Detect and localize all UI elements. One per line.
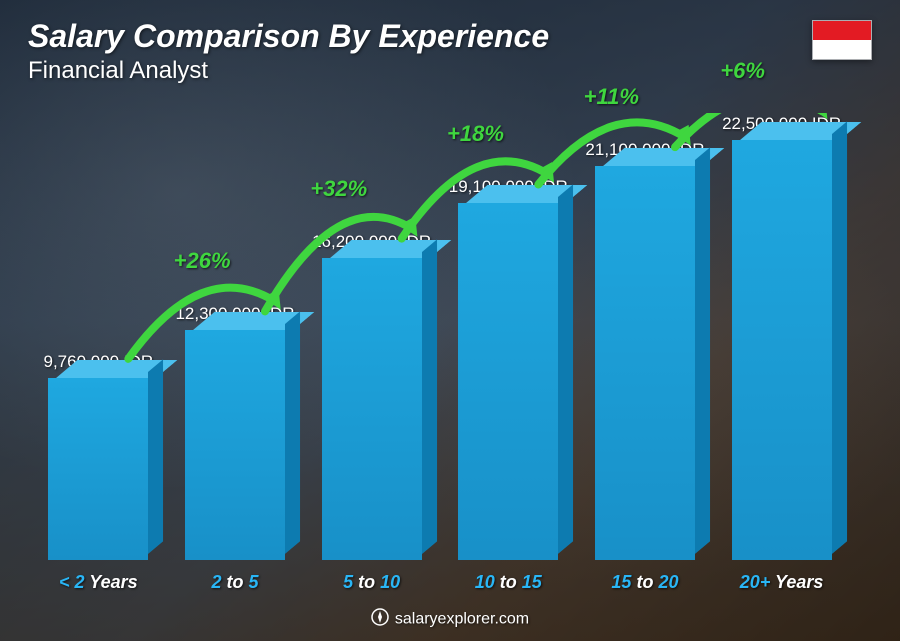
flag-stripe-top (813, 21, 871, 40)
bar-3d (48, 378, 148, 560)
bar-3d (185, 330, 285, 560)
flag-stripe-bottom (813, 40, 871, 59)
bar-side-face (695, 148, 710, 554)
bar-front-face (595, 166, 695, 560)
x-axis-label: 5 to 10 (343, 572, 400, 593)
x-axis-label: 15 to 20 (611, 572, 678, 593)
footer-text: salaryexplorer.com (395, 611, 529, 628)
bar-group: 21,100,000 IDR 15 to 20 (577, 113, 714, 593)
bar-front-face (732, 140, 832, 560)
growth-pct-label: +32% (310, 176, 367, 202)
chart-header: Salary Comparison By Experience Financia… (28, 18, 549, 85)
bar-wrap: 16,200,000 IDR (312, 232, 431, 560)
x-axis-label: < 2 Years (59, 572, 138, 593)
bar-3d (595, 166, 695, 560)
bar-side-face (558, 185, 573, 554)
bar-front-face (458, 203, 558, 560)
bar-3d (322, 258, 422, 560)
bar-front-face (48, 378, 148, 560)
x-axis-label: 20+ Years (740, 572, 824, 593)
bar-side-face (422, 239, 437, 554)
bar-3d (458, 203, 558, 560)
bar-side-face (148, 359, 163, 554)
growth-pct-label: +18% (447, 121, 504, 147)
growth-pct-label: +6% (720, 58, 765, 84)
bar-wrap: 21,100,000 IDR (585, 140, 704, 560)
chart-subtitle: Financial Analyst (28, 57, 549, 85)
bar-front-face (322, 258, 422, 560)
bar-wrap: 12,300,000 IDR (175, 304, 294, 560)
bar-group: 9,760,000 IDR < 2 Years (30, 113, 167, 593)
bar-side-face (285, 312, 300, 554)
bar-3d (732, 140, 832, 560)
bar-group: 12,300,000 IDR 2 to 5 (167, 113, 304, 593)
growth-pct-label: +26% (174, 248, 231, 274)
bar-front-face (185, 330, 285, 560)
bar-wrap: 19,100,000 IDR (449, 177, 568, 560)
country-flag-indonesia (812, 20, 872, 60)
bar-wrap: 22,500,000 IDR (722, 114, 841, 560)
bar-group: 22,500,000 IDR 20+ Years (713, 113, 850, 593)
x-axis-label: 2 to 5 (211, 572, 258, 593)
footer: salaryexplorer.com (0, 608, 900, 631)
bar-side-face (832, 121, 847, 554)
bar-group: 19,100,000 IDR 10 to 15 (440, 113, 577, 593)
bar-wrap: 9,760,000 IDR (44, 352, 154, 560)
growth-pct-label: +11% (584, 84, 639, 110)
explorer-icon (371, 608, 389, 631)
x-axis-label: 10 to 15 (475, 572, 542, 593)
bar-chart: 9,760,000 IDR < 2 Years 12,300,000 IDR 2 to… (30, 113, 850, 593)
chart-title: Salary Comparison By Experience (28, 18, 549, 55)
